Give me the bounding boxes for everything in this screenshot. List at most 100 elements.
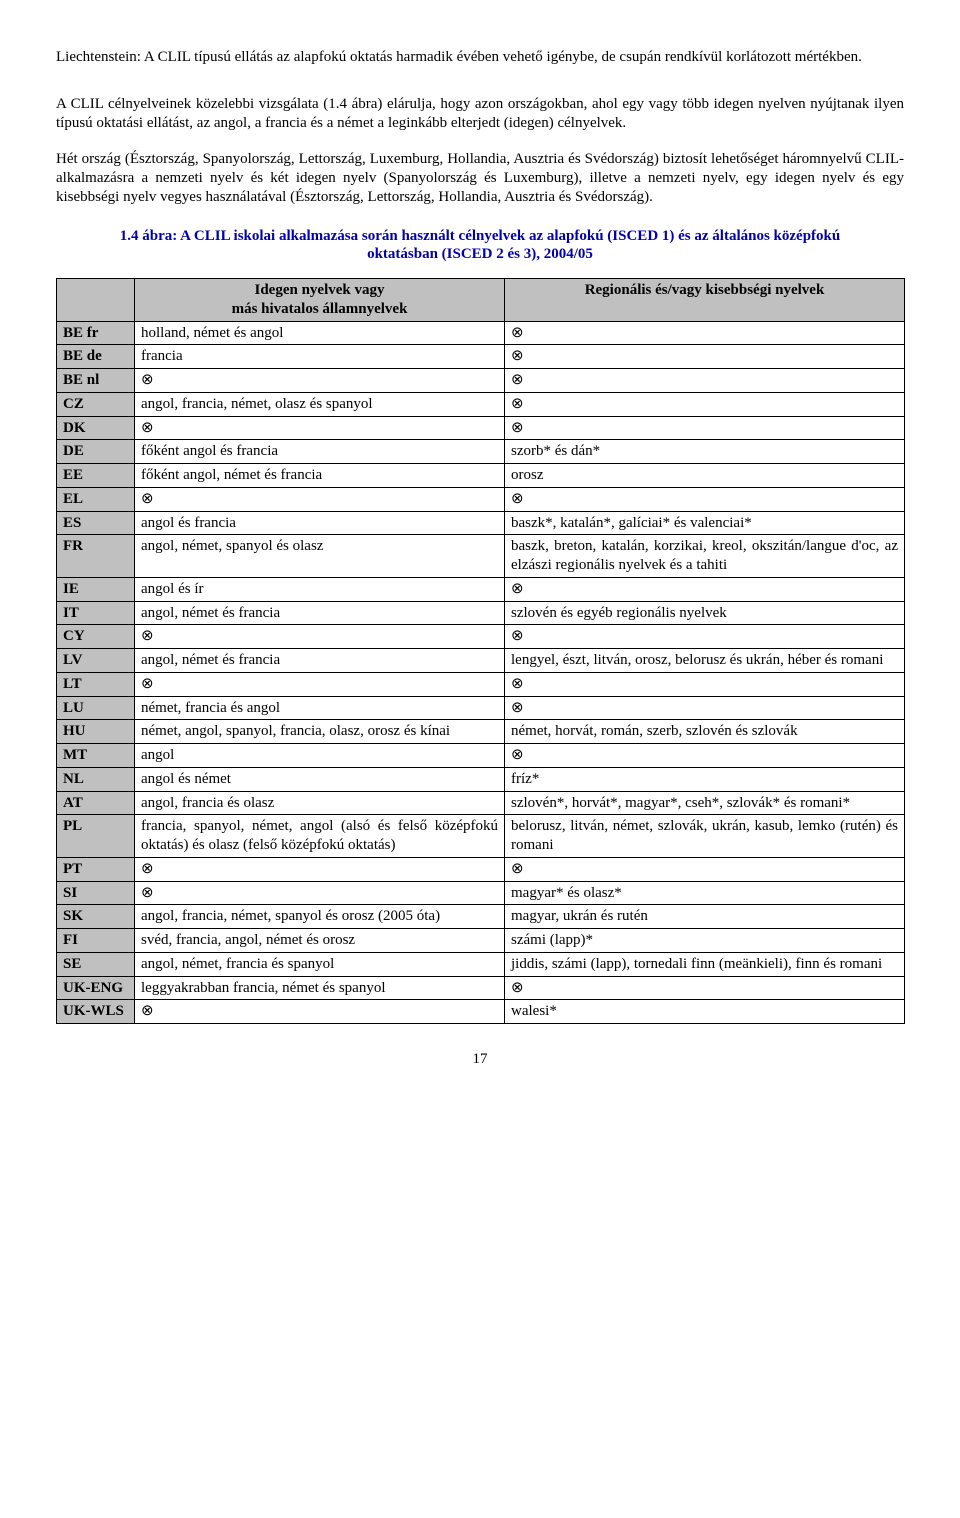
figure-caption: 1.4 ábra: A CLIL iskolai alkalmazása sor… (90, 227, 870, 265)
country-code: FR (57, 535, 135, 578)
header-col2-line2: más hivatalos államnyelvek (232, 301, 408, 317)
paragraph-1: A CLIL célnyelveinek közelebbi vizsgálat… (56, 95, 904, 133)
regional-languages-cell: ⊗ (505, 672, 905, 696)
table-row: SKangol, francia, német, spanyol és oros… (57, 905, 905, 929)
table-header-row: Idegen nyelvek vagy más hivatalos államn… (57, 279, 905, 322)
country-code: LT (57, 672, 135, 696)
regional-languages-cell: számi (lapp)* (505, 929, 905, 953)
country-code: DE (57, 440, 135, 464)
header-col3: Regionális és/vagy kisebbségi nyelvek (505, 279, 905, 322)
regional-languages-cell: walesi* (505, 1000, 905, 1024)
country-code: BE fr (57, 321, 135, 345)
foreign-languages-cell: angol, német, francia és spanyol (135, 952, 505, 976)
header-col2: Idegen nyelvek vagy más hivatalos államn… (135, 279, 505, 322)
country-code: LV (57, 649, 135, 673)
country-code: IE (57, 577, 135, 601)
table-row: LVangol, német és francialengyel, észt, … (57, 649, 905, 673)
regional-languages-cell: ⊗ (505, 857, 905, 881)
country-code: IT (57, 601, 135, 625)
regional-languages-cell: ⊗ (505, 392, 905, 416)
country-code: AT (57, 791, 135, 815)
foreign-languages-cell: angol és francia (135, 511, 505, 535)
foreign-languages-cell: ⊗ (135, 625, 505, 649)
regional-languages-cell: jiddis, számi (lapp), tornedali finn (me… (505, 952, 905, 976)
foreign-languages-cell: ⊗ (135, 881, 505, 905)
regional-languages-cell: ⊗ (505, 744, 905, 768)
table-row: HUnémet, angol, spanyol, francia, olasz,… (57, 720, 905, 744)
foreign-languages-cell: angol, német, spanyol és olasz (135, 535, 505, 578)
regional-languages-cell: baszk, breton, katalán, korzikai, kreol,… (505, 535, 905, 578)
regional-languages-cell: ⊗ (505, 577, 905, 601)
foreign-languages-cell: leggyakrabban francia, német és spanyol (135, 976, 505, 1000)
table-row: FIsvéd, francia, angol, német és oroszsz… (57, 929, 905, 953)
foreign-languages-cell: ⊗ (135, 1000, 505, 1024)
regional-languages-cell: fríz* (505, 767, 905, 791)
table-row: FRangol, német, spanyol és olaszbaszk, b… (57, 535, 905, 578)
table-row: MTangol⊗ (57, 744, 905, 768)
regional-languages-cell: lengyel, észt, litván, orosz, belorusz é… (505, 649, 905, 673)
foreign-languages-cell: ⊗ (135, 416, 505, 440)
foreign-languages-cell: ⊗ (135, 857, 505, 881)
table-row: PT⊗⊗ (57, 857, 905, 881)
table-row: NLangol és németfríz* (57, 767, 905, 791)
foreign-languages-cell: angol, francia és olasz (135, 791, 505, 815)
table-row: IEangol és ír⊗ (57, 577, 905, 601)
foreign-languages-cell: angol, német és francia (135, 601, 505, 625)
country-code: UK-ENG (57, 976, 135, 1000)
table-row: ATangol, francia és olaszszlovén*, horvá… (57, 791, 905, 815)
header-empty (57, 279, 135, 322)
table-row: CZangol, francia, német, olasz és spanyo… (57, 392, 905, 416)
table-row: EL⊗⊗ (57, 487, 905, 511)
foreign-languages-cell: főként angol és francia (135, 440, 505, 464)
country-code: MT (57, 744, 135, 768)
country-code: HU (57, 720, 135, 744)
table-row: ITangol, német és franciaszlovén és egyé… (57, 601, 905, 625)
country-code: UK-WLS (57, 1000, 135, 1024)
foreign-languages-cell: svéd, francia, angol, német és orosz (135, 929, 505, 953)
country-code: SI (57, 881, 135, 905)
regional-languages-cell: ⊗ (505, 696, 905, 720)
foreign-languages-cell: angol és német (135, 767, 505, 791)
regional-languages-cell: baszk*, katalán*, galíciai* és valenciai… (505, 511, 905, 535)
table-row: LT⊗⊗ (57, 672, 905, 696)
page-number: 17 (56, 1050, 904, 1069)
regional-languages-cell: ⊗ (505, 976, 905, 1000)
regional-languages-cell: ⊗ (505, 345, 905, 369)
regional-languages-cell: magyar* és olasz* (505, 881, 905, 905)
regional-languages-cell: szlovén és egyéb regionális nyelvek (505, 601, 905, 625)
paragraph-2: Hét ország (Észtország, Spanyolország, L… (56, 150, 904, 206)
foreign-languages-cell: német, angol, spanyol, francia, olasz, o… (135, 720, 505, 744)
regional-languages-cell: ⊗ (505, 369, 905, 393)
foreign-languages-cell: angol, francia, német, olasz és spanyol (135, 392, 505, 416)
table-row: BE defrancia⊗ (57, 345, 905, 369)
foreign-languages-cell: német, francia és angol (135, 696, 505, 720)
country-code: PL (57, 815, 135, 858)
foreign-languages-cell: ⊗ (135, 487, 505, 511)
country-code: ES (57, 511, 135, 535)
country-code: LU (57, 696, 135, 720)
table-row: LUnémet, francia és angol⊗ (57, 696, 905, 720)
foreign-languages-cell: ⊗ (135, 672, 505, 696)
country-code: CY (57, 625, 135, 649)
country-code: PT (57, 857, 135, 881)
foreign-languages-cell: angol és ír (135, 577, 505, 601)
regional-languages-cell: magyar, ukrán és rutén (505, 905, 905, 929)
table-row: DEfőként angol és franciaszorb* és dán* (57, 440, 905, 464)
table-row: EEfőként angol, német és franciaorosz (57, 464, 905, 488)
country-code: FI (57, 929, 135, 953)
country-code: BE de (57, 345, 135, 369)
country-code: SE (57, 952, 135, 976)
regional-languages-cell: ⊗ (505, 487, 905, 511)
foreign-languages-cell: főként angol, német és francia (135, 464, 505, 488)
foreign-languages-cell: ⊗ (135, 369, 505, 393)
table-row: PLfrancia, spanyol, német, angol (alsó é… (57, 815, 905, 858)
regional-languages-cell: német, horvát, román, szerb, szlovén és … (505, 720, 905, 744)
regional-languages-cell: ⊗ (505, 321, 905, 345)
country-code: NL (57, 767, 135, 791)
foreign-languages-cell: francia, spanyol, német, angol (alsó és … (135, 815, 505, 858)
regional-languages-cell: ⊗ (505, 625, 905, 649)
regional-languages-cell: belorusz, litván, német, szlovák, ukrán,… (505, 815, 905, 858)
regional-languages-cell: szorb* és dán* (505, 440, 905, 464)
languages-table: Idegen nyelvek vagy más hivatalos államn… (56, 278, 905, 1024)
foreign-languages-cell: angol, német és francia (135, 649, 505, 673)
